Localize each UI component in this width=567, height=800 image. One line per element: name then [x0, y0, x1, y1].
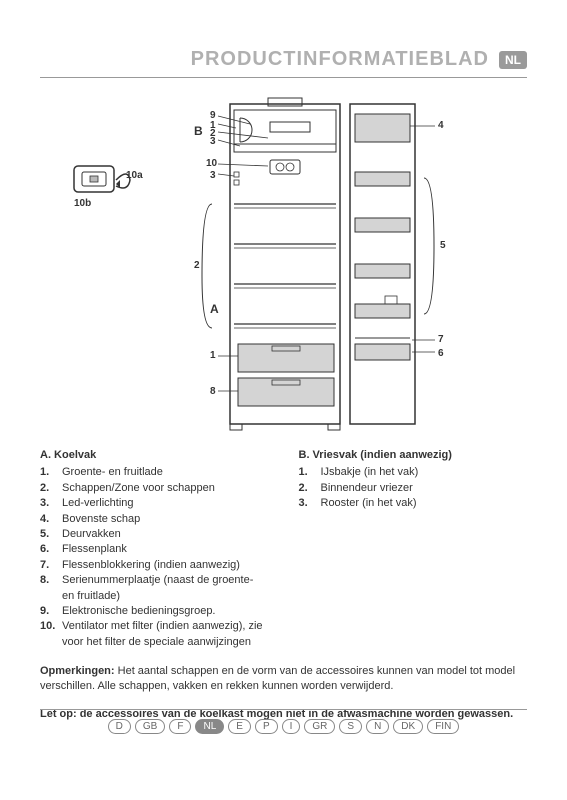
- legend-item-number: 4.: [40, 512, 56, 527]
- legend-item-text: Schappen/Zone voor schappen: [62, 481, 215, 496]
- diagram-label-6: 6: [438, 348, 444, 359]
- language-footer: D GB F NL EPIGR SN DK FIN: [40, 709, 527, 734]
- legend-item-text: Ventilator met filter (indien aanwezig),…: [62, 619, 269, 650]
- callout-10b: 10b: [74, 198, 91, 209]
- legend-item: 7. Flessenblokkering (indien aanwezig): [40, 558, 269, 573]
- legend-item-number: 5.: [40, 527, 56, 542]
- legend-item-text: Bovenste schap: [62, 512, 140, 527]
- refrigerator-diagram: 9 1 2 3 B 10 3 2 A 1 8 4 5 7 6: [190, 96, 450, 436]
- legend-item-number: 6.: [40, 542, 56, 557]
- language-pill-gr[interactable]: GR: [304, 719, 335, 734]
- diagram-label-7: 7: [438, 334, 444, 345]
- legend-item-text: Serienummerplaatje (naast de groente- en…: [62, 573, 269, 604]
- language-pill-s[interactable]: S: [339, 719, 362, 734]
- legend-item-text: Rooster (in het vak): [321, 496, 417, 511]
- legend-item: 5. Deurvakken: [40, 527, 269, 542]
- legend-item: 3. Led-verlichting: [40, 496, 269, 511]
- legend-item-number: 9.: [40, 604, 56, 619]
- legend-item-number: 7.: [40, 558, 56, 573]
- language-pill-gb[interactable]: GB: [135, 719, 165, 734]
- legend-item: 9. Elektronische bedieningsgroep.: [40, 604, 269, 619]
- legend-item: 1. Groente- en fruitlade: [40, 465, 269, 480]
- legend-item-number: 3.: [40, 496, 56, 511]
- legend-item-number: 1.: [40, 465, 56, 480]
- diagram-label-4: 4: [438, 120, 444, 131]
- legend-item-text: IJsbakje (in het vak): [321, 465, 419, 480]
- diagram-label-3b: 3: [210, 170, 216, 181]
- legend-item-text: Elektronische bedieningsgroep.: [62, 604, 216, 619]
- legend-item-number: 1.: [299, 465, 315, 480]
- legend-item-number: 10.: [40, 619, 56, 634]
- header: PRODUCTINFORMATIEBLAD NL: [40, 48, 527, 78]
- legend-item: 1. IJsbakje (in het vak): [299, 465, 528, 480]
- language-pill-d[interactable]: D: [108, 719, 131, 734]
- language-pill-dk[interactable]: DK: [393, 719, 423, 734]
- language-pill-fin[interactable]: FIN: [427, 719, 459, 734]
- legend-item-number: 2.: [40, 481, 56, 496]
- legend-item-text: Groente- en fruitlade: [62, 465, 163, 480]
- legend-item-text: Deurvakken: [62, 527, 121, 542]
- language-pill-f[interactable]: F: [169, 719, 191, 734]
- diagram-label-2b: 2: [194, 260, 200, 271]
- page-title: PRODUCTINFORMATIEBLAD: [40, 48, 489, 71]
- legend-item: 6. Flessenplank: [40, 542, 269, 557]
- section-b-title: B. Vriesvak (indien aanwezig): [299, 448, 528, 463]
- callout-10a: 10a: [126, 170, 143, 181]
- section-a-column: A. Koelvak 1. Groente- en fruitlade 2. Scha…: [40, 448, 269, 650]
- legend-item-number: 2.: [299, 481, 315, 496]
- language-pill-n[interactable]: N: [366, 719, 389, 734]
- legend-item-number: 8.: [40, 573, 56, 588]
- legend-item-text: Flessenplank: [62, 542, 127, 557]
- diagram-label-3: 3: [210, 136, 216, 147]
- diagram-label-10: 10: [206, 158, 217, 169]
- legend-item: 4. Bovenste schap: [40, 512, 269, 527]
- legend-item: 3. Rooster (in het vak): [299, 496, 528, 511]
- legend-item: 8. Serienummerplaatje (naast de groente- …: [40, 573, 269, 604]
- diagram-label-8: 8: [210, 386, 216, 397]
- language-pill-nl[interactable]: NL: [195, 719, 224, 734]
- fridge-svg: [190, 96, 450, 431]
- product-diagram: 10a 10b: [40, 96, 527, 436]
- section-a-title: A. Koelvak: [40, 448, 269, 463]
- ventilator-detail-icon: 10a 10b: [70, 156, 140, 221]
- legend-item: 2. Binnendeur vriezer: [299, 481, 528, 496]
- remarks-note: Opmerkingen: Het aantal schappen en de v…: [40, 664, 527, 695]
- legend-item-text: Led-verlichting: [62, 496, 134, 511]
- section-b-column: B. Vriesvak (indien aanwezig) 1. IJsbakje…: [299, 448, 528, 650]
- language-badge: NL: [499, 51, 527, 69]
- diagram-label-5: 5: [440, 240, 446, 251]
- diagram-label-1b: 1: [210, 350, 216, 361]
- legend-item: 10. Ventilator met filter (indien aanwezi…: [40, 619, 269, 650]
- legend-item-number: 3.: [299, 496, 315, 511]
- legend-item-text: Flessenblokkering (indien aanwezig): [62, 558, 240, 573]
- legend-columns: A. Koelvak 1. Groente- en fruitlade 2. Scha…: [40, 448, 527, 650]
- section-a-label: A: [210, 302, 219, 316]
- legend-item: 2. Schappen/Zone voor schappen: [40, 481, 269, 496]
- language-pill-p[interactable]: P: [255, 719, 278, 734]
- language-pill-i[interactable]: I: [282, 719, 301, 734]
- section-b-label: B: [194, 124, 203, 138]
- remarks-label: Opmerkingen:: [40, 665, 115, 677]
- language-pill-e[interactable]: E: [228, 719, 251, 734]
- legend-item-text: Binnendeur vriezer: [321, 481, 413, 496]
